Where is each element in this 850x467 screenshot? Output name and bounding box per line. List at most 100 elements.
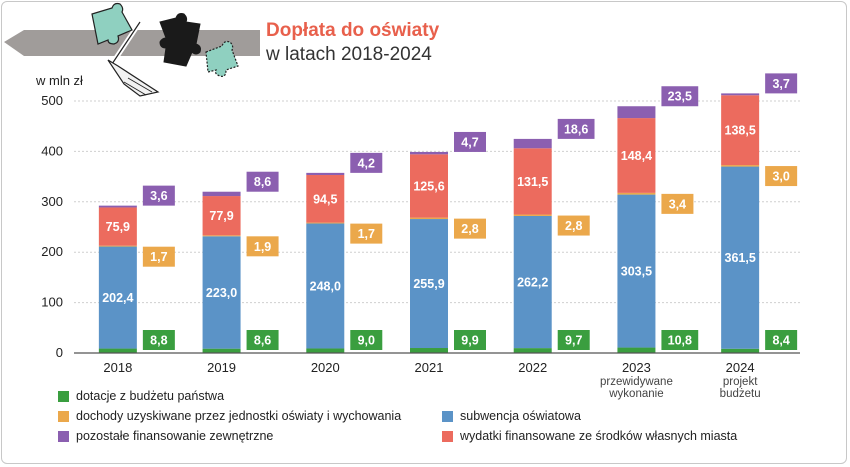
legend-item-dotacje: dotacje z budżetu państwa <box>58 389 224 403</box>
label-dotacje-2021-box <box>454 330 486 350</box>
label-dotacje-2021: 9,9 <box>454 330 486 350</box>
bar-pozostale-2023 <box>617 106 656 119</box>
label-wydatki-2020: 94,5 <box>313 192 337 206</box>
label-dotacje-2024-box <box>765 330 798 350</box>
bar-subwencja-2024 <box>721 166 760 349</box>
label-subwencja-2019: 223,0 <box>206 286 237 300</box>
label-pozostale-2023-text: 23,5 <box>668 90 692 104</box>
x-tick-label: 2024 <box>726 360 755 375</box>
label-wydatki-2019: 77,9 <box>209 209 233 223</box>
x-tick-label: 2019 <box>207 360 236 375</box>
bar-dochody-2019 <box>202 235 241 237</box>
y-axis-unit-label: w mln zł <box>36 73 83 88</box>
bar-dochody-2023 <box>617 192 656 195</box>
label-pozostale-2022-box <box>557 118 595 139</box>
label-pozostale-2021-text: 4,7 <box>461 135 478 149</box>
label-dochody-2024-text: 3,0 <box>772 170 789 184</box>
label-dotacje-2020-box <box>350 330 383 350</box>
label-dotacje-2022-box <box>557 330 590 350</box>
x-tick-label: 2023 <box>622 360 651 375</box>
y-tick-label: 300 <box>41 194 63 209</box>
bar-dotacje-2021 <box>410 348 448 353</box>
label-pozostale-2023: 23,5 <box>661 86 699 107</box>
label-dochody-2021-box <box>454 218 486 239</box>
label-wydatki-2024: 138,5 <box>725 124 756 138</box>
legend-swatch <box>58 390 69 402</box>
bar-wydatki-2019 <box>202 196 241 236</box>
label-pozostale-2020-box <box>350 152 383 173</box>
label-dochody-2024-box <box>765 166 798 187</box>
y-tick-label: 100 <box>41 295 63 310</box>
x-tick-sublabel: przewidywane <box>600 376 673 388</box>
label-subwencja-2023: 303,5 <box>621 265 652 279</box>
label-dotacje-2018-box <box>142 330 175 350</box>
label-dochody-2020: 1,7 <box>350 223 383 244</box>
bar-subwencja-2019 <box>202 236 241 349</box>
puzzle-piece-black-icon <box>159 13 201 67</box>
label-subwencja-2024: 361,5 <box>725 251 756 265</box>
bar-pozostale-2022 <box>513 138 552 149</box>
bar-dotacje-2024 <box>721 348 760 353</box>
legend-item-pozostale: pozostałe finansowanie zewnętrzne <box>58 429 273 443</box>
label-dotacje-2020: 9,0 <box>350 330 383 350</box>
label-dochody-2019: 1,9 <box>246 236 279 257</box>
label-dochody-2022: 2,8 <box>557 215 590 236</box>
y-tick-label: 200 <box>41 244 63 259</box>
bar-dotacje-2023 <box>617 347 656 353</box>
label-dochody-2018-box <box>142 246 175 267</box>
bar-dochody-2021 <box>410 217 448 220</box>
bar-wydatki-2022 <box>513 148 552 215</box>
label-dochody-2021-text: 2,8 <box>461 222 478 236</box>
label-dochody-2018-text: 1,7 <box>150 250 167 264</box>
label-pozostale-2020: 4,2 <box>350 152 383 173</box>
bar-pozostale-2024 <box>721 93 760 96</box>
legend-swatch <box>58 430 69 442</box>
label-dotacje-2024: 8,4 <box>765 330 798 350</box>
bar-pozostale-2019 <box>202 191 241 197</box>
bar-wydatki-2023 <box>617 118 656 193</box>
label-pozostale-2024: 3,7 <box>765 73 798 94</box>
label-pozostale-2024-text: 3,7 <box>772 77 789 91</box>
label-pozostale-2021: 4,7 <box>454 131 486 152</box>
label-wydatki-2021: 125,6 <box>413 179 444 193</box>
legend-label: subwencja oświatowa <box>460 409 581 423</box>
brush-icon <box>107 20 160 97</box>
label-dochody-2022-text: 2,8 <box>565 219 582 233</box>
bar-dochody-2022 <box>513 214 552 216</box>
label-dotacje-2023-text: 10,8 <box>668 334 692 348</box>
label-dotacje-2019-box <box>246 330 279 350</box>
bar-dochody-2018 <box>98 245 137 247</box>
label-dochody-2020-text: 1,7 <box>358 227 375 241</box>
bar-dochody-2020 <box>306 222 345 224</box>
label-dochody-2019-text: 1,9 <box>254 240 271 254</box>
label-dochody-2024: 3,0 <box>765 166 798 187</box>
x-tick-sublabel: wykonanie <box>608 388 663 400</box>
label-dotacje-2021-text: 9,9 <box>461 334 478 348</box>
label-dotacje-2024-text: 8,4 <box>772 334 789 348</box>
label-dochody-2022-box <box>557 215 590 236</box>
label-pozostale-2018-box <box>142 185 175 206</box>
bar-pozostale-2018 <box>98 205 137 208</box>
bar-wydatki-2021 <box>410 154 448 218</box>
label-dotacje-2019: 8,6 <box>246 330 279 350</box>
legend-swatch <box>58 410 69 422</box>
data-labels: 202,4 75,9 8,8 1,7 3,6 223,0 77,9 8,6 1,9 8,6 248,… <box>102 73 798 350</box>
legend-label: wydatki finansowane ze środków własnych … <box>460 429 738 443</box>
x-axis: 2018 2019 2020 2021 2022 2023przewidywanewyko… <box>74 352 800 400</box>
bar-subwencja-2018 <box>98 246 137 349</box>
label-dochody-2021: 2,8 <box>454 218 486 239</box>
bar-wydatki-2018 <box>98 207 137 246</box>
label-dotacje-2018-text: 8,8 <box>150 334 167 348</box>
legend-item-wydatki: wydatki finansowane ze środków własnych … <box>442 429 737 443</box>
bar-dotacje-2020 <box>306 348 345 353</box>
label-dochody-2019-box <box>246 236 279 257</box>
bar-wydatki-2024 <box>721 95 760 166</box>
label-pozostale-2022: 18,6 <box>557 118 595 139</box>
label-dochody-2023-text: 3,4 <box>669 197 686 211</box>
chart-title: Dopłata do oświaty <box>266 20 440 41</box>
label-pozostale-2018: 3,6 <box>142 185 175 206</box>
bar-subwencja-2022 <box>513 215 552 349</box>
label-dochody-2018: 1,7 <box>142 246 175 267</box>
label-wydatki-2018: 75,9 <box>106 220 130 234</box>
